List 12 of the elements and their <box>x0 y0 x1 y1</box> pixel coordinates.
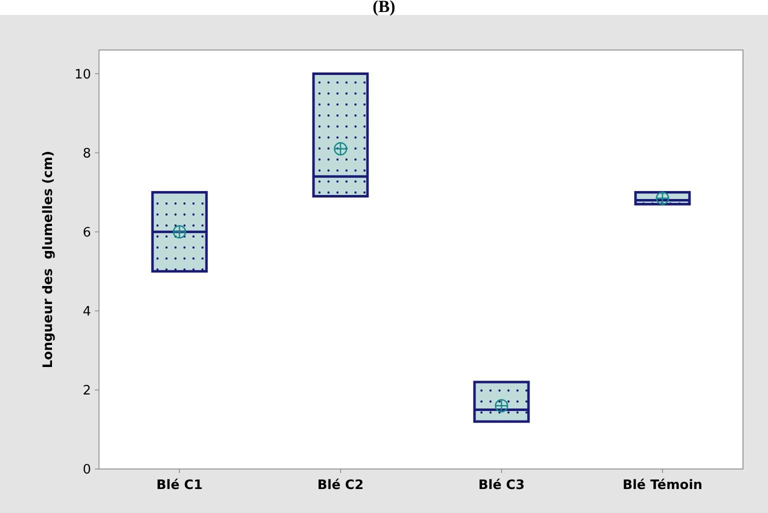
x-tick-label: Blé Témoin <box>622 478 702 493</box>
y-tick-label: 8 <box>82 146 91 162</box>
x-tick-label: Blé C2 <box>317 478 364 493</box>
x-tick-label: Blé C1 <box>156 478 203 493</box>
chart-title: (B) <box>372 0 396 16</box>
x-tick-label: Blé C3 <box>478 478 525 493</box>
y-axis-title: Longueur des glumelles (cm) <box>41 150 56 368</box>
y-tick-label: 4 <box>82 304 91 320</box>
y-tick-label: 0 <box>82 462 91 478</box>
y-tick-label: 2 <box>82 383 91 398</box>
y-tick-label: 6 <box>82 225 91 240</box>
y-tick-label: 10 <box>74 67 91 82</box>
